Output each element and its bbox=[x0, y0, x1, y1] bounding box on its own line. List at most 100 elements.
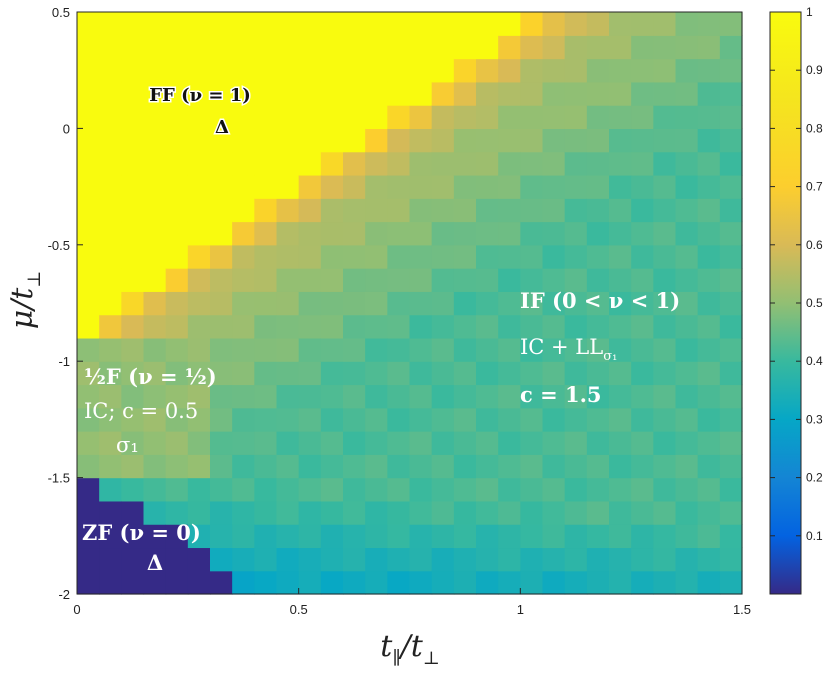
heatmap-cell bbox=[143, 81, 167, 106]
heatmap-cell bbox=[187, 454, 211, 479]
heatmap-cell bbox=[298, 454, 322, 479]
heatmap-cell bbox=[431, 500, 455, 525]
heatmap-cell bbox=[675, 128, 699, 153]
heatmap-cell bbox=[298, 105, 322, 129]
heatmap-cell bbox=[520, 570, 544, 595]
heatmap-cell bbox=[675, 477, 699, 502]
heatmap-cell bbox=[254, 314, 278, 339]
heatmap-cell bbox=[343, 221, 366, 246]
heatmap-cell bbox=[121, 547, 145, 572]
heatmap-cell bbox=[476, 221, 499, 246]
heatmap-cell bbox=[143, 174, 167, 199]
heatmap-cell bbox=[542, 361, 566, 386]
heatmap-cell bbox=[653, 35, 677, 60]
heatmap-cell bbox=[719, 477, 743, 502]
heatmap-cell bbox=[232, 431, 255, 455]
heatmap-cell bbox=[675, 337, 699, 362]
heatmap-cell bbox=[675, 361, 699, 386]
heatmap-cell bbox=[520, 431, 544, 455]
heatmap-cell bbox=[254, 570, 278, 595]
x-tick-label: 1 bbox=[517, 602, 524, 617]
heatmap-cell bbox=[165, 454, 189, 479]
heatmap-cell bbox=[320, 291, 344, 316]
heatmap-cell bbox=[232, 337, 255, 362]
heatmap-cell bbox=[232, 128, 255, 153]
heatmap-cell bbox=[187, 58, 211, 83]
heatmap-cell bbox=[409, 174, 433, 199]
heatmap-cell bbox=[653, 128, 677, 153]
heatmap-cell bbox=[276, 361, 300, 386]
heatmap-cell bbox=[697, 268, 721, 292]
heatmap-cell bbox=[653, 58, 677, 83]
heatmap-cell bbox=[210, 58, 233, 83]
heatmap-cell bbox=[298, 477, 322, 502]
heatmap-cell bbox=[431, 291, 455, 316]
heatmap-cell bbox=[143, 361, 167, 386]
heatmap-cell bbox=[719, 58, 743, 83]
heatmap-cell bbox=[586, 314, 610, 339]
svg-text:IF (0 < ν < 1): IF (0 < ν < 1) bbox=[520, 288, 680, 313]
heatmap-cell bbox=[675, 105, 699, 129]
heatmap-cell bbox=[564, 221, 588, 246]
heatmap-cell bbox=[343, 58, 366, 83]
heatmap-cell bbox=[453, 477, 477, 502]
heatmap-cell bbox=[254, 524, 278, 549]
heatmap-cell bbox=[431, 221, 455, 246]
heatmap-cell bbox=[675, 58, 699, 83]
heatmap-cell bbox=[476, 244, 499, 269]
heatmap-cell bbox=[254, 244, 278, 269]
heatmap-cell bbox=[254, 174, 278, 199]
heatmap-cell bbox=[564, 314, 588, 339]
heatmap-cell bbox=[254, 454, 278, 479]
heatmap-cell bbox=[165, 128, 189, 153]
heatmap-cell bbox=[298, 58, 322, 83]
heatmap-cell bbox=[99, 547, 122, 572]
heatmap-cell bbox=[719, 221, 743, 246]
heatmap-cell bbox=[99, 198, 122, 223]
heatmap-cell bbox=[542, 500, 566, 525]
heatmap-cell bbox=[298, 12, 322, 36]
heatmap-cell bbox=[276, 454, 300, 479]
heatmap-cell bbox=[697, 174, 721, 199]
heatmap-cell bbox=[187, 500, 211, 525]
heatmap-cell bbox=[653, 221, 677, 246]
heatmap-cell bbox=[431, 12, 455, 36]
heatmap-cell bbox=[187, 570, 211, 595]
heatmap-cell bbox=[343, 477, 366, 502]
heatmap-cell bbox=[99, 570, 122, 595]
heatmap-cell bbox=[77, 407, 100, 432]
heatmap-cell bbox=[232, 407, 255, 432]
heatmap-cell bbox=[320, 314, 344, 339]
heatmap-cell bbox=[520, 35, 544, 60]
heatmap-cell bbox=[498, 35, 521, 60]
heatmap-cell bbox=[609, 407, 632, 432]
heatmap-cell bbox=[453, 407, 477, 432]
heatmap-cell bbox=[387, 500, 411, 525]
heatmap-cell bbox=[675, 198, 699, 223]
heatmap-cell bbox=[143, 407, 167, 432]
heatmap-cell bbox=[165, 500, 189, 525]
heatmap-cell bbox=[187, 361, 211, 386]
heatmap-cell bbox=[697, 198, 721, 223]
heatmap-cell bbox=[387, 291, 411, 316]
heatmap-cell bbox=[498, 500, 521, 525]
heatmap-cell bbox=[77, 291, 100, 316]
heatmap-cell bbox=[498, 477, 521, 502]
heatmap-cell bbox=[254, 407, 278, 432]
heatmap-cell bbox=[320, 500, 344, 525]
heatmap-cell bbox=[675, 81, 699, 106]
svg-text:σ₁: σ₁ bbox=[116, 433, 139, 457]
heatmap-cell bbox=[343, 174, 366, 199]
heatmap-cell bbox=[631, 477, 654, 502]
heatmap-cell bbox=[564, 151, 588, 176]
heatmap-cell bbox=[276, 12, 300, 36]
heatmap-cell bbox=[653, 547, 677, 572]
heatmap-cell bbox=[320, 105, 344, 129]
heatmap-cell bbox=[586, 35, 610, 60]
heatmap-cell bbox=[609, 244, 632, 269]
heatmap-cell bbox=[165, 151, 189, 176]
heatmap-cell bbox=[276, 151, 300, 176]
heatmap-cell bbox=[320, 454, 344, 479]
heatmap-cell bbox=[631, 268, 654, 292]
heatmap-cell bbox=[653, 407, 677, 432]
